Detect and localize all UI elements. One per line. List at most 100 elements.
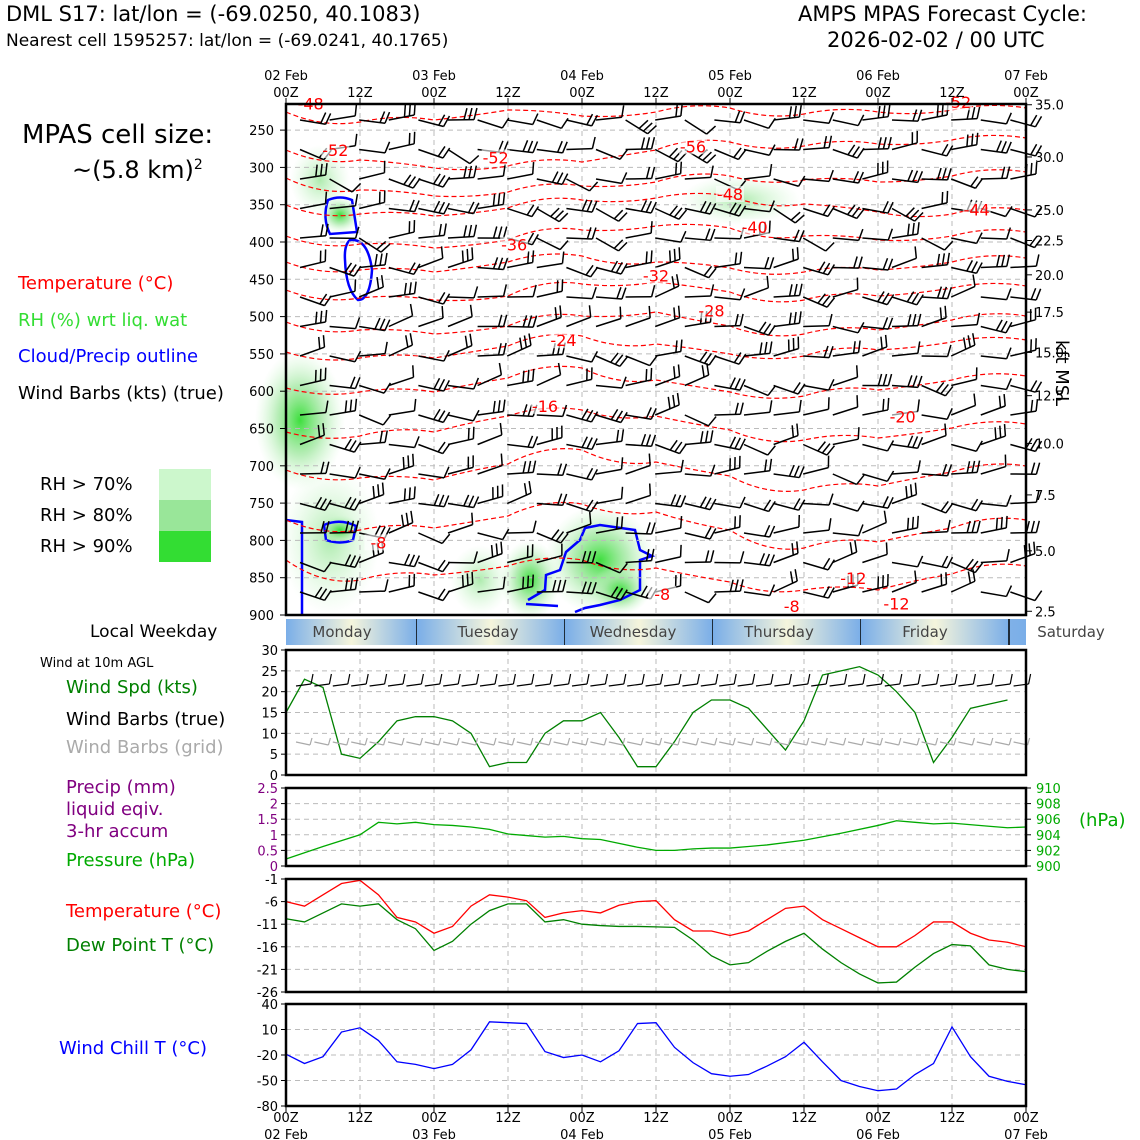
wind-barb-flag bbox=[324, 309, 328, 323]
panel-ytick-label: -1 bbox=[265, 873, 278, 888]
wind-barb-flag bbox=[857, 171, 865, 184]
barb-staff bbox=[369, 683, 385, 687]
barb-staff bbox=[700, 741, 715, 746]
surface-wind-barb-grid bbox=[663, 737, 681, 746]
wind-barb bbox=[951, 520, 981, 534]
barb-staff bbox=[755, 741, 771, 746]
wind-barb-flag bbox=[917, 109, 923, 122]
wind-barb-flag bbox=[707, 592, 717, 604]
wind-barb-flag bbox=[1030, 520, 1036, 533]
wind-barb-flag bbox=[703, 353, 713, 364]
xs-ytick-label: 450 bbox=[249, 273, 274, 288]
surface-wind-barb-grid bbox=[719, 737, 736, 746]
wind-barb-staff bbox=[714, 148, 739, 161]
wind-barb-staff bbox=[684, 591, 709, 604]
wind-barb-flag bbox=[907, 169, 914, 182]
wind-barb bbox=[743, 553, 776, 567]
xs-kft-label: 2.5 bbox=[1035, 605, 1056, 620]
wind-barb-flag bbox=[729, 579, 734, 592]
wind-barb-staff bbox=[388, 465, 414, 475]
wind-barb bbox=[447, 224, 478, 239]
wind-barb-flag bbox=[909, 209, 920, 220]
wind-barb-flag bbox=[739, 551, 745, 564]
wind-barb-flag bbox=[620, 172, 628, 184]
wind-barb bbox=[477, 453, 503, 475]
wind-barb bbox=[1010, 235, 1043, 249]
weekday-label: Wednesday bbox=[590, 623, 677, 641]
wind-barb-flag bbox=[322, 423, 326, 436]
wind-barb-flag bbox=[967, 571, 972, 584]
wind-barb bbox=[566, 467, 599, 481]
wind-barb-flag bbox=[670, 494, 677, 506]
temperature-contour-labels: -48-52 -52-56-52-48-44-40-36-32-28-24-20-… bbox=[296, 93, 991, 616]
wind-barb-staff bbox=[832, 325, 859, 334]
wind-barb-staff bbox=[418, 473, 445, 479]
wind-barb-flag bbox=[916, 515, 919, 528]
wind-barb-flag bbox=[528, 333, 532, 346]
wind-barb-flag bbox=[1034, 116, 1043, 128]
wind-barb-flag bbox=[856, 474, 865, 485]
wind-barb-flag bbox=[531, 250, 535, 263]
wind-barb-flag bbox=[557, 493, 563, 506]
wind-barb-staff bbox=[595, 440, 622, 446]
wind-barb bbox=[418, 200, 450, 215]
wind-barb bbox=[359, 430, 388, 446]
wind-barb-staff bbox=[388, 344, 413, 357]
wind-barb bbox=[359, 190, 386, 210]
wind-barb bbox=[773, 515, 801, 534]
wind-barb-flag bbox=[354, 133, 358, 146]
wind-barb-flag bbox=[442, 411, 451, 423]
wind-barb-staff bbox=[714, 262, 741, 269]
wind-barb bbox=[743, 443, 776, 456]
wind-barb-flag bbox=[788, 284, 793, 297]
wind-barb-flag bbox=[1030, 287, 1037, 300]
wind-barb-staff bbox=[447, 315, 473, 328]
wind-barb bbox=[506, 333, 532, 357]
wind-barb-flag bbox=[615, 261, 623, 274]
bottom-day-label: 03 Feb bbox=[412, 1128, 456, 1140]
weekday-label: Monday bbox=[312, 623, 371, 641]
wind-barb-flag bbox=[443, 466, 450, 479]
wind-barb-flag bbox=[586, 581, 592, 594]
wind-barb-flag bbox=[857, 524, 864, 536]
wind-barb-staff bbox=[773, 294, 800, 298]
wind-barb bbox=[1010, 254, 1040, 269]
wind-barb-flag bbox=[640, 137, 646, 150]
wind-barb-flag bbox=[822, 262, 831, 274]
wind-barb bbox=[655, 516, 683, 534]
wind-barb-staff bbox=[447, 523, 473, 534]
temperature-contour-line bbox=[285, 104, 1027, 125]
wind-barb bbox=[862, 334, 888, 357]
wind-barb-flag bbox=[588, 511, 592, 525]
wind-barb bbox=[832, 144, 865, 159]
wind-barb-flag bbox=[1035, 288, 1042, 301]
wind-barb-staff bbox=[447, 384, 474, 390]
wind-barb bbox=[507, 140, 539, 154]
wind-barb bbox=[536, 140, 568, 154]
wind-barb bbox=[862, 258, 894, 271]
wind-barb bbox=[507, 284, 537, 298]
wind-barb-flag bbox=[733, 147, 742, 158]
surface-wind-barb-true bbox=[755, 673, 774, 687]
wind-barb bbox=[684, 550, 715, 564]
wind-barb-flag bbox=[561, 173, 569, 185]
wind-barb-flag bbox=[827, 205, 836, 217]
wind-barb bbox=[1010, 307, 1037, 328]
wind-barb-flag bbox=[935, 381, 945, 393]
xs-top-hour-label: 00Z bbox=[421, 86, 447, 101]
barb-staff bbox=[811, 683, 827, 687]
surface-wind-barb-true bbox=[921, 673, 940, 687]
wind-barb bbox=[418, 466, 450, 479]
temperature-contour-line bbox=[285, 192, 1027, 218]
barb-flag bbox=[511, 737, 515, 746]
wind-barb-flag bbox=[944, 305, 947, 318]
wind-barb-flag bbox=[442, 443, 451, 455]
wind-barb-staff bbox=[418, 257, 443, 269]
wind-barb-flag bbox=[996, 254, 1001, 267]
wind-barb-flag bbox=[492, 400, 496, 413]
wind-barb bbox=[714, 147, 747, 161]
wind-barb bbox=[418, 114, 451, 128]
wind-barb-flag bbox=[847, 144, 856, 156]
xs-kft-label: 17.5 bbox=[1035, 306, 1064, 321]
wind-barb bbox=[1010, 161, 1038, 180]
